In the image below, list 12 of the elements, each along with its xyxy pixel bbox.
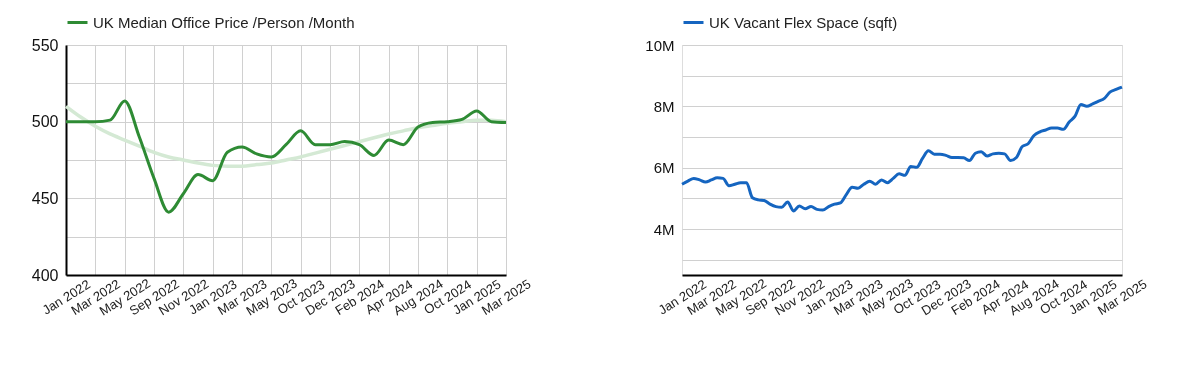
y-tick-label: 6M — [653, 159, 675, 177]
line-series — [680, 85, 1124, 213]
y-tick-label: 450 — [31, 189, 59, 207]
line-series — [64, 99, 508, 214]
y-tick-label: 4M — [653, 220, 675, 238]
y-tick-label: 500 — [31, 113, 59, 131]
y-tick-label: 400 — [31, 266, 59, 284]
legend-label: UK Median Office Price /Person /Month — [93, 13, 355, 31]
legend-label: UK Vacant Flex Space (sqft) — [709, 13, 898, 31]
y-tick-label: 550 — [31, 36, 59, 54]
y-tick-label: 8M — [653, 97, 675, 115]
y-tick-label: 10M — [645, 36, 675, 54]
